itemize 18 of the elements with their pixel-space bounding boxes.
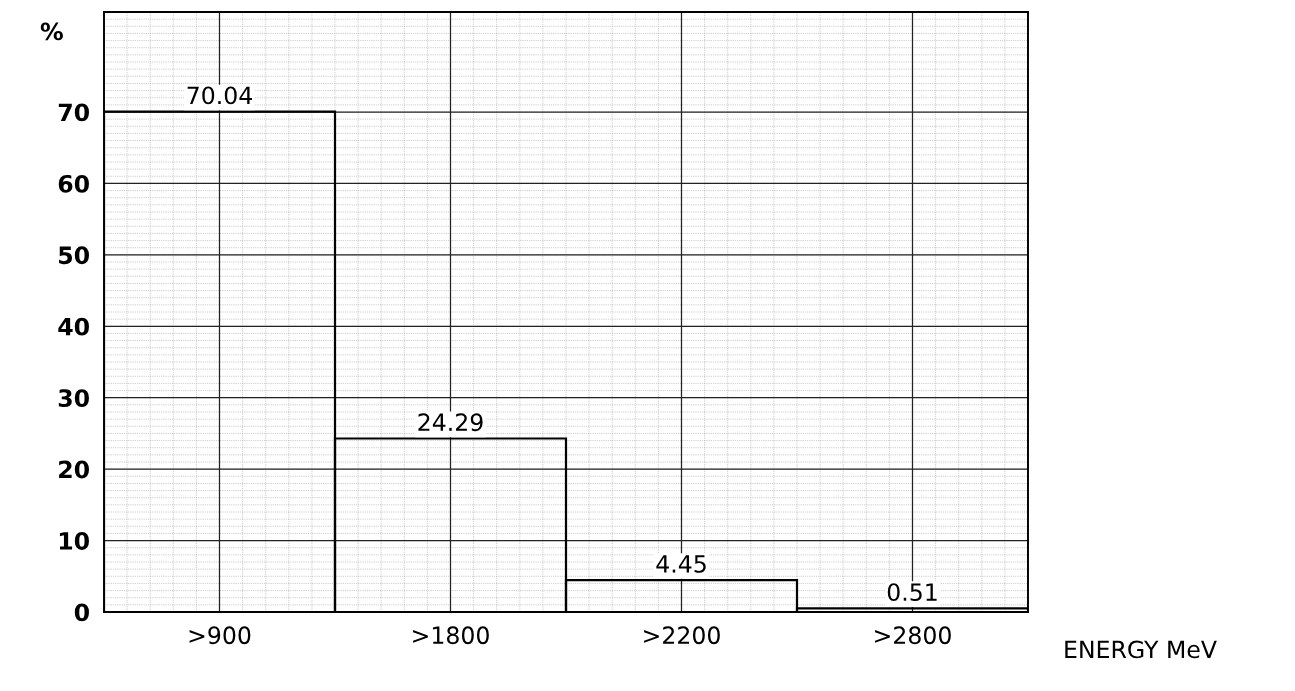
y-tick-label: 0 (74, 603, 89, 622)
x-axis-title: ENERGY MeV (1065, 640, 1217, 659)
x-tick-label: >2800 (875, 626, 951, 645)
x-tick-label: >900 (189, 626, 251, 645)
y-axis-title: % (40, 22, 63, 41)
y-tick-label: 20 (59, 460, 89, 479)
data-label: 4.45 (656, 555, 706, 573)
y-tick-label: 50 (59, 246, 89, 265)
data-label: 0.51 (887, 583, 937, 601)
x-tick-label: >1800 (413, 626, 489, 645)
y-tick-label: 40 (58, 317, 89, 336)
data-label: 70.04 (187, 86, 252, 105)
y-tick-label: 70 (58, 103, 89, 122)
y-tick-label: 10 (59, 532, 89, 550)
data-label: 24.29 (418, 413, 483, 432)
x-tick-label: >2200 (644, 626, 720, 645)
y-tick-label: 60 (58, 174, 89, 193)
y-tick-label: 30 (58, 389, 89, 408)
